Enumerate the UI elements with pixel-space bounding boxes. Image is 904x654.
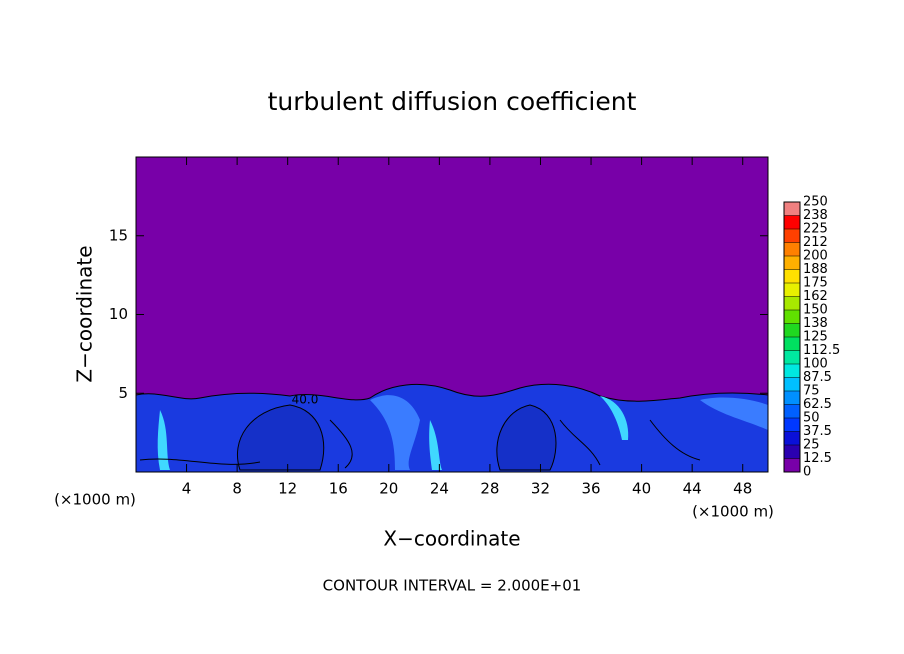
field-patch bbox=[236, 404, 325, 471]
colorbar-bin bbox=[784, 377, 800, 391]
contour-line bbox=[139, 419, 701, 469]
colorbar-tick-label: 212 bbox=[803, 235, 828, 250]
footer-note: CONTOUR INTERVAL = 2.000E+01 bbox=[323, 577, 582, 595]
colorbar-tick-label: 87.5 bbox=[803, 370, 832, 385]
colorbar-bin bbox=[784, 337, 800, 351]
colorbar-tick-label: 238 bbox=[803, 208, 828, 223]
colorbar-tick-label: 25 bbox=[803, 438, 820, 453]
colorbar-bin bbox=[784, 202, 800, 216]
colorbar-bin bbox=[784, 269, 800, 283]
colorbar-tick-label: 37.5 bbox=[803, 424, 832, 439]
colorbar-bin bbox=[784, 364, 800, 378]
colorbar-tick-label: 100 bbox=[803, 357, 828, 372]
colorbar-tick-label: 75 bbox=[803, 384, 820, 399]
x-tick-label: 28 bbox=[480, 480, 499, 498]
colorbar-tick-label: 138 bbox=[803, 316, 828, 331]
colorbar-bin bbox=[784, 431, 800, 445]
colorbar-tick-label: 0 bbox=[803, 465, 811, 480]
x-axis-label: X−coordinate bbox=[383, 527, 520, 551]
x-tick-label: 24 bbox=[430, 480, 449, 498]
contour-label: 40.0 bbox=[292, 393, 319, 407]
colorbar-tick-label: 225 bbox=[803, 222, 828, 237]
x-tick-label: 16 bbox=[329, 480, 348, 498]
colorbar-tick-label: 175 bbox=[803, 276, 828, 291]
x-tick-label: 32 bbox=[531, 480, 550, 498]
colorbar-tick-label: 150 bbox=[803, 303, 828, 318]
colorbar-bin bbox=[784, 283, 800, 297]
y-tick-label: 10 bbox=[109, 305, 128, 323]
y-axis-label: Z−coordinate bbox=[73, 245, 97, 382]
colorbar-tick-label: 188 bbox=[803, 262, 828, 277]
x-tick-label: 48 bbox=[733, 480, 752, 498]
colorbar-tick-label: 50 bbox=[803, 411, 820, 426]
colorbar-tick-label: 250 bbox=[803, 195, 828, 210]
colorbar-bin bbox=[784, 458, 800, 472]
y-tick-label: 15 bbox=[109, 226, 128, 244]
colorbar-tick-label: 200 bbox=[803, 249, 828, 264]
field-patch bbox=[600, 396, 629, 440]
colorbar-bin bbox=[784, 215, 800, 229]
colorbar-bin bbox=[784, 323, 800, 337]
colorbar-tick-label: 162 bbox=[803, 289, 828, 304]
chart-title: turbulent diffusion coefficient bbox=[268, 87, 637, 116]
colorbar-tick-label: 112.5 bbox=[803, 343, 840, 358]
x-tick-label: 20 bbox=[379, 480, 398, 498]
colorbar-bin bbox=[784, 242, 800, 256]
field-patch bbox=[496, 404, 557, 471]
colorbar-bin bbox=[784, 310, 800, 324]
x-tick-label: 40 bbox=[632, 480, 651, 498]
colorbar-tick-label: 125 bbox=[803, 330, 828, 345]
x-tick-label: 44 bbox=[683, 480, 702, 498]
y-tick-label: 5 bbox=[118, 384, 128, 402]
x-tick-label: 8 bbox=[232, 480, 242, 498]
field-patch bbox=[700, 397, 768, 430]
colorbar-bin bbox=[784, 256, 800, 270]
field-patch bbox=[429, 420, 442, 470]
x-unit: (×1000 m) bbox=[692, 503, 774, 521]
x-tick-label: 4 bbox=[182, 480, 192, 498]
y-unit: (×1000 m) bbox=[54, 491, 136, 509]
colorbar-bin bbox=[784, 391, 800, 405]
x-tick-label: 12 bbox=[278, 480, 297, 498]
field-patch bbox=[370, 395, 420, 470]
colorbar-bin bbox=[784, 229, 800, 243]
field: 40.0 bbox=[135, 157, 769, 473]
colorbar-tick-label: 12.5 bbox=[803, 451, 832, 466]
colorbar-bin bbox=[784, 350, 800, 364]
colorbar-bin bbox=[784, 418, 800, 432]
colorbar-tick-label: 62.5 bbox=[803, 397, 832, 412]
colorbar-bin bbox=[784, 296, 800, 310]
colorbar-bin bbox=[784, 445, 800, 459]
field-patch bbox=[157, 410, 170, 470]
colorbar-bin bbox=[784, 404, 800, 418]
x-tick-label: 36 bbox=[581, 480, 600, 498]
